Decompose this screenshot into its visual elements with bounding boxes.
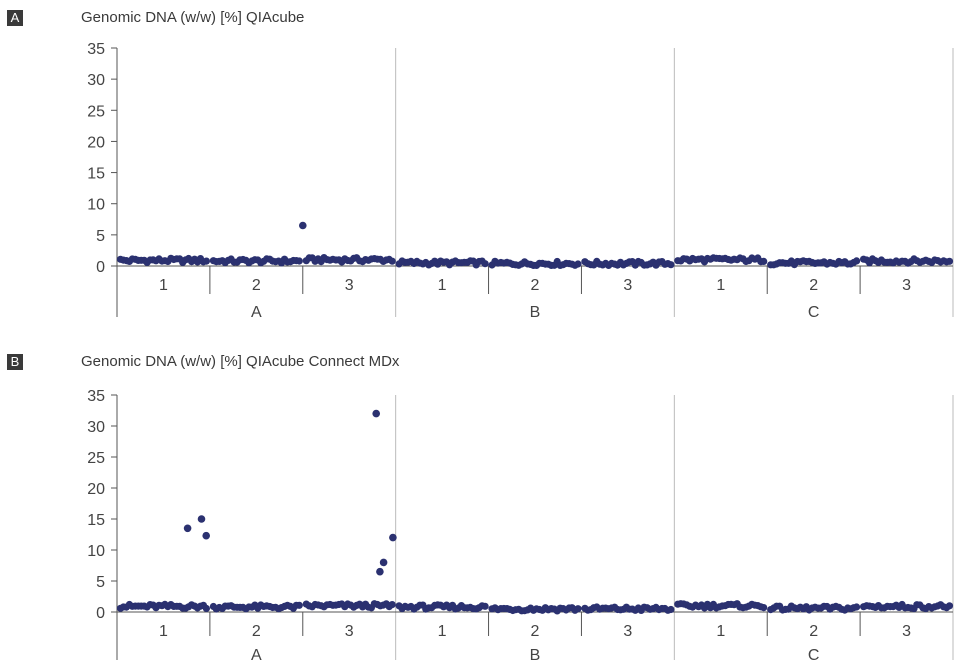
panel-b-y-tick-label: 20 [87, 481, 105, 498]
panel-a-group-label: A [251, 304, 262, 321]
panel-b-badge: B [7, 354, 23, 370]
panel-b-outlier-point [389, 533, 397, 542]
panel-a-group-label: B [530, 304, 541, 321]
panel-a-data-point [945, 257, 954, 265]
panel-a-data-point [853, 257, 861, 265]
panel-b-data-point [667, 605, 675, 614]
panel-a-y-tick-label: 10 [87, 197, 105, 214]
panel-a-y-tick-label: 30 [87, 72, 105, 89]
panel-b-title: Genomic DNA (w/w) [%] QIAcube Connect MD… [81, 353, 400, 370]
panel-b-data-point [760, 604, 768, 612]
panel-a-data-point [667, 261, 675, 269]
panel-a-y-tick-label: 5 [96, 228, 105, 245]
panel-a-y-tick-label: 0 [96, 259, 105, 276]
panel-b-y-tick-label: 30 [87, 419, 105, 436]
panel-b-subgroup-label: 2 [252, 623, 261, 640]
panel-b-data-point [574, 605, 582, 613]
panel-b-outlier-point [197, 515, 206, 523]
panel-a-y-tick-label: 35 [87, 41, 105, 58]
panel-a-y-tick-label: 15 [87, 166, 105, 183]
panel-a-subgroup-label: 3 [902, 277, 911, 294]
panel-b-y-tick-label: 5 [96, 574, 105, 591]
panel-b-data-point [945, 602, 954, 610]
panel-b-y-tick-label: 0 [96, 605, 105, 622]
panel-a-outlier-point [299, 221, 307, 230]
panel-a-subgroup-label: 2 [252, 277, 261, 294]
panel-b-data-point [481, 602, 489, 610]
panel-b-subgroup-label: 3 [345, 623, 354, 640]
panel-a-data-point [481, 260, 489, 268]
panel-b-subgroup-label: 1 [159, 623, 168, 640]
panel-a-data-point [202, 257, 210, 265]
panel-b-data-point [202, 604, 210, 613]
panel-a-badge: A [7, 10, 23, 26]
panel-a-subgroup-label: 1 [438, 277, 447, 294]
panel-a-data-point [295, 257, 303, 265]
panel-a-subgroup-label: 1 [159, 277, 168, 294]
panel-a-subgroup-label: 3 [623, 277, 632, 294]
panel-b-y-tick-label: 15 [87, 512, 105, 529]
panel-b-data-point [295, 601, 303, 609]
panel-a-data-point [574, 260, 582, 268]
panel-a-subgroup-label: 2 [809, 277, 818, 294]
panel-a-data-point [388, 257, 396, 265]
panel-b-subgroup-label: 2 [531, 623, 540, 640]
panel-b-group-label: A [251, 647, 262, 664]
panel-a-group-label: C [808, 304, 820, 321]
panel-a-title: Genomic DNA (w/w) [%] QIAcube [81, 9, 305, 26]
panel-a-subgroup-label: 3 [345, 277, 354, 294]
panel-b-subgroup-label: 2 [809, 623, 818, 640]
panel-a-y-tick-label: 20 [87, 134, 105, 151]
panel-b-outlier-point [372, 409, 381, 418]
panel-b-group-label: C [808, 647, 820, 664]
panel-a-subgroup-label: 1 [716, 277, 725, 294]
panel-b-group-label: B [530, 647, 541, 664]
panel-b-data-point [388, 601, 396, 609]
panel-b-outlier-point [202, 531, 210, 540]
panel-b-outlier-point [376, 567, 384, 576]
panel-a-data-point [760, 257, 768, 265]
panel-b-y-tick-label: 25 [87, 450, 105, 467]
panel-b-y-tick-label: 35 [87, 388, 105, 405]
panel-b-subgroup-label: 1 [438, 623, 447, 640]
panel-a-subgroup-label: 2 [531, 277, 540, 294]
panel-b-subgroup-label: 3 [902, 623, 911, 640]
panel-b-subgroup-label: 1 [716, 623, 725, 640]
panel-b-y-tick-label: 10 [87, 543, 105, 560]
panel-b-outlier-point [183, 524, 192, 533]
panel-b-subgroup-label: 3 [623, 623, 632, 640]
panel-b-data-point [853, 603, 861, 611]
panel-a-y-tick-label: 25 [87, 103, 105, 120]
panel-b-outlier-point [379, 558, 388, 567]
